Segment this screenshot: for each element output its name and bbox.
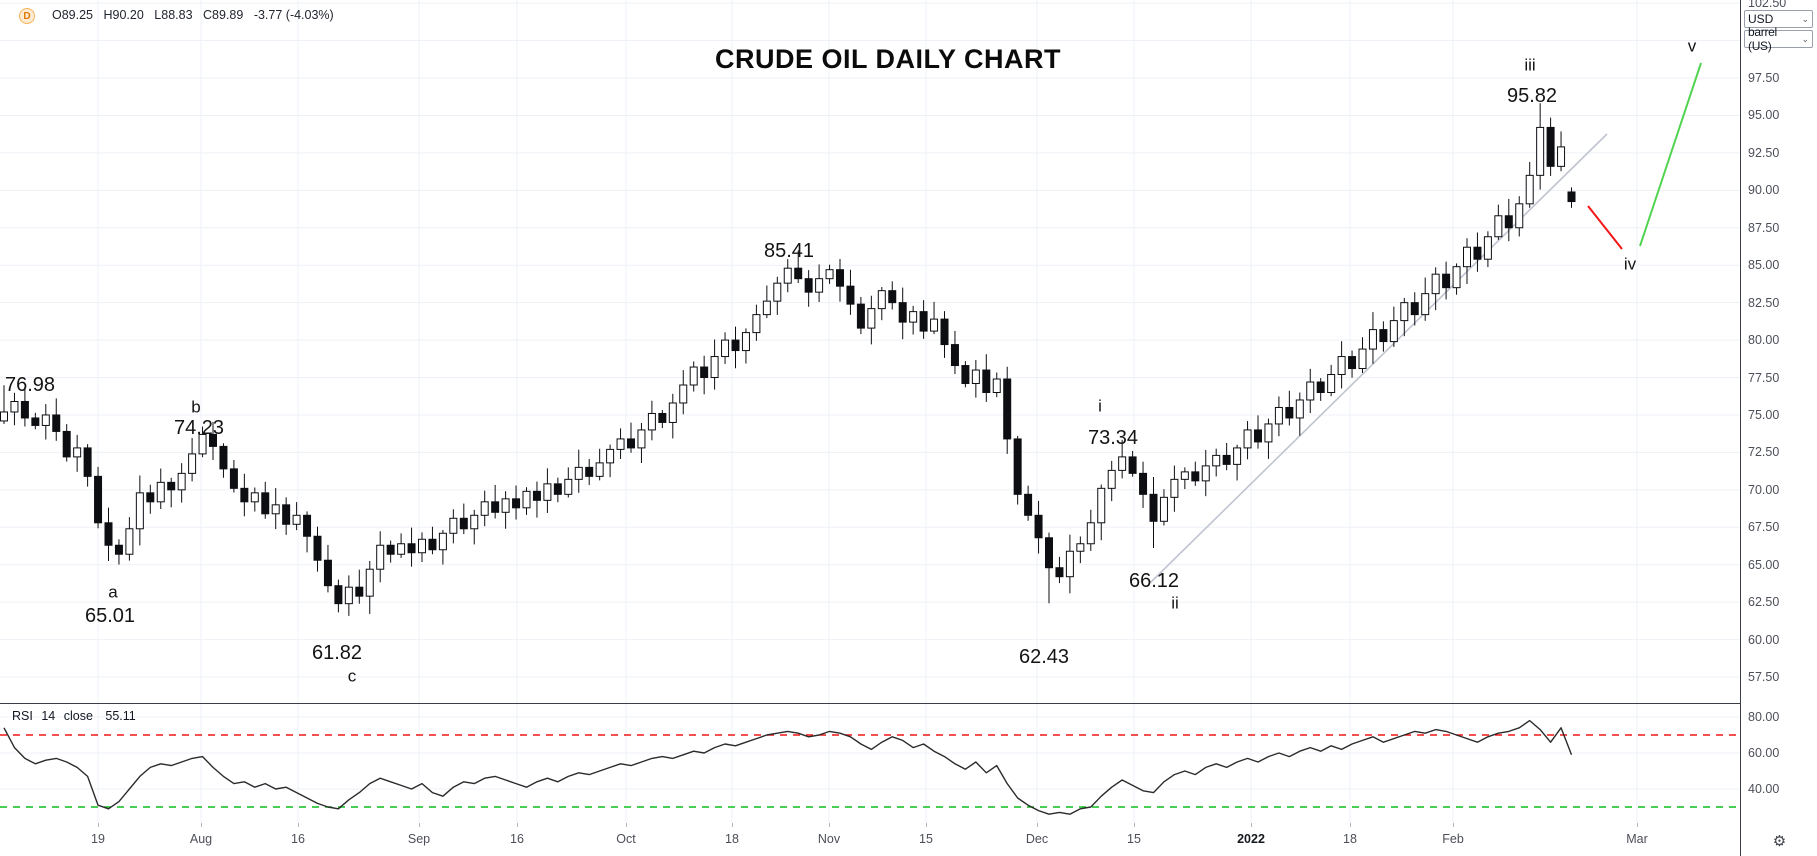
rsi-value: 55.11	[105, 709, 136, 723]
open-value: O89.25	[52, 8, 94, 22]
interval-badge[interactable]: D	[19, 8, 35, 24]
annotation-65-01: 65.01	[84, 605, 136, 627]
price-tick-label: 85.00	[1748, 258, 1780, 273]
time-tick-label: Mar	[1626, 832, 1648, 846]
time-tick-label: Oct	[616, 832, 636, 846]
time-tick-mark	[829, 823, 830, 827]
price-tick-label: 62.50	[1748, 595, 1780, 610]
rsi-source: close	[63, 709, 93, 723]
price-tick-label: 72.50	[1748, 445, 1780, 460]
unit-dropdown[interactable]: barrel (US) ⌄	[1744, 25, 1813, 53]
time-tick-mark	[926, 823, 927, 827]
time-tick-label: 15	[919, 832, 933, 846]
time-tick-label: Sep	[407, 832, 431, 846]
price-tick-label: 77.50	[1748, 370, 1780, 385]
time-tick-label: 16	[510, 832, 524, 846]
price-tick-label: 67.50	[1748, 520, 1780, 535]
annotation-61-82: 61.82	[311, 642, 363, 664]
annotation-62-43: 62.43	[1018, 646, 1070, 668]
panel-divider[interactable]	[0, 703, 1817, 704]
price-axis[interactable]: 102.50100.0097.5095.0092.5090.0087.5085.…	[1740, 0, 1817, 856]
time-tick-mark	[732, 823, 733, 827]
annotation-66-12: 66.12	[1128, 570, 1180, 592]
time-tick-mark	[1134, 823, 1135, 827]
annotation-95-82: 95.82	[1506, 85, 1558, 107]
currency-dropdown[interactable]: USD ⌄	[1744, 10, 1813, 28]
time-tick-label: Feb	[1442, 832, 1464, 846]
price-tick-label: 70.00	[1748, 482, 1780, 497]
rsi-length: 14	[41, 709, 56, 723]
annotation-iii: iii	[1524, 55, 1536, 75]
chart-title: CRUDE OIL DAILY CHART	[714, 44, 1062, 74]
chevron-down-icon: ⌄	[1801, 33, 1809, 44]
high-value: H90.20	[103, 8, 144, 22]
annotation-76-98: 76.98	[4, 374, 56, 396]
time-tick-label: 16	[291, 832, 305, 846]
time-tick-label: 2022	[1237, 832, 1265, 846]
close-value: C89.89	[203, 8, 244, 22]
annotation-b: b	[191, 397, 201, 417]
time-tick-mark	[517, 823, 518, 827]
price-tick-label: 95.00	[1748, 108, 1780, 123]
time-tick-label: 19	[91, 832, 105, 846]
chevron-down-icon: ⌄	[1801, 13, 1809, 24]
price-tick-label: 92.50	[1748, 145, 1780, 160]
time-tick-mark	[1453, 823, 1454, 827]
settings-gear-icon[interactable]: ⚙	[1772, 833, 1787, 850]
annotation-74-23: 74.23	[173, 417, 225, 439]
time-tick-label: 18	[1343, 832, 1357, 846]
time-tick-mark	[298, 823, 299, 827]
ohlc-legend: O89.25 H90.20 L88.83 C89.89 -3.77 (-4.03…	[52, 8, 341, 22]
annotation-a: a	[108, 582, 118, 602]
annotation-c: c	[347, 666, 357, 686]
time-tick-label: 15	[1127, 832, 1141, 846]
unit-value: barrel (US)	[1748, 25, 1777, 53]
time-tick-mark	[201, 823, 202, 827]
price-tick-label: 97.50	[1748, 71, 1780, 85]
time-tick-mark	[1037, 823, 1038, 827]
annotation-85-41: 85.41	[763, 240, 815, 262]
low-value: L88.83	[154, 8, 193, 22]
rsi-tick-label: 60.00	[1748, 746, 1780, 760]
time-tick-label: Dec	[1025, 832, 1049, 846]
price-tick-label: 102.50	[1748, 0, 1787, 11]
chart-surface[interactable]	[0, 0, 1740, 823]
annotation-ii: ii	[1171, 593, 1179, 613]
rsi-tick-label: 80.00	[1748, 710, 1780, 724]
currency-value: USD	[1748, 12, 1774, 26]
price-tick-label: 80.00	[1748, 333, 1780, 348]
annotation-v: v	[1687, 36, 1697, 56]
time-tick-label: Aug	[189, 832, 213, 846]
annotation-73-34: 73.34	[1087, 427, 1139, 449]
rsi-tick-label: 40.00	[1748, 782, 1780, 796]
candlestick-chart	[0, 0, 1740, 823]
time-tick-mark	[1637, 823, 1638, 827]
time-tick-label: Nov	[817, 832, 841, 846]
time-tick-mark	[419, 823, 420, 827]
time-tick-mark	[98, 823, 99, 827]
time-tick-mark	[1350, 823, 1351, 827]
time-tick-mark	[626, 823, 627, 827]
time-tick-label: 18	[725, 832, 739, 846]
time-tick-mark	[1251, 823, 1252, 827]
annotation-i: i	[1098, 396, 1102, 416]
annotation-iv: iv	[1623, 254, 1637, 274]
price-tick-label: 82.50	[1748, 295, 1780, 310]
price-tick-label: 65.00	[1748, 557, 1780, 572]
rsi-name: RSI	[12, 709, 33, 723]
time-axis[interactable]: 19 Aug 16 Sep 16 Oct 18 Nov 15 Dec 15 2022 18 Feb Mar	[0, 823, 1740, 856]
price-tick-label: 60.00	[1748, 632, 1780, 647]
price-tick-label: 75.00	[1748, 407, 1780, 422]
price-tick-label: 57.50	[1748, 670, 1780, 685]
price-tick-label: 87.50	[1748, 220, 1780, 235]
rsi-legend: RSI 14 close 55.11	[12, 709, 141, 723]
change-value: -3.77 (-4.03%)	[253, 8, 334, 22]
price-tick-label: 90.00	[1748, 183, 1780, 198]
